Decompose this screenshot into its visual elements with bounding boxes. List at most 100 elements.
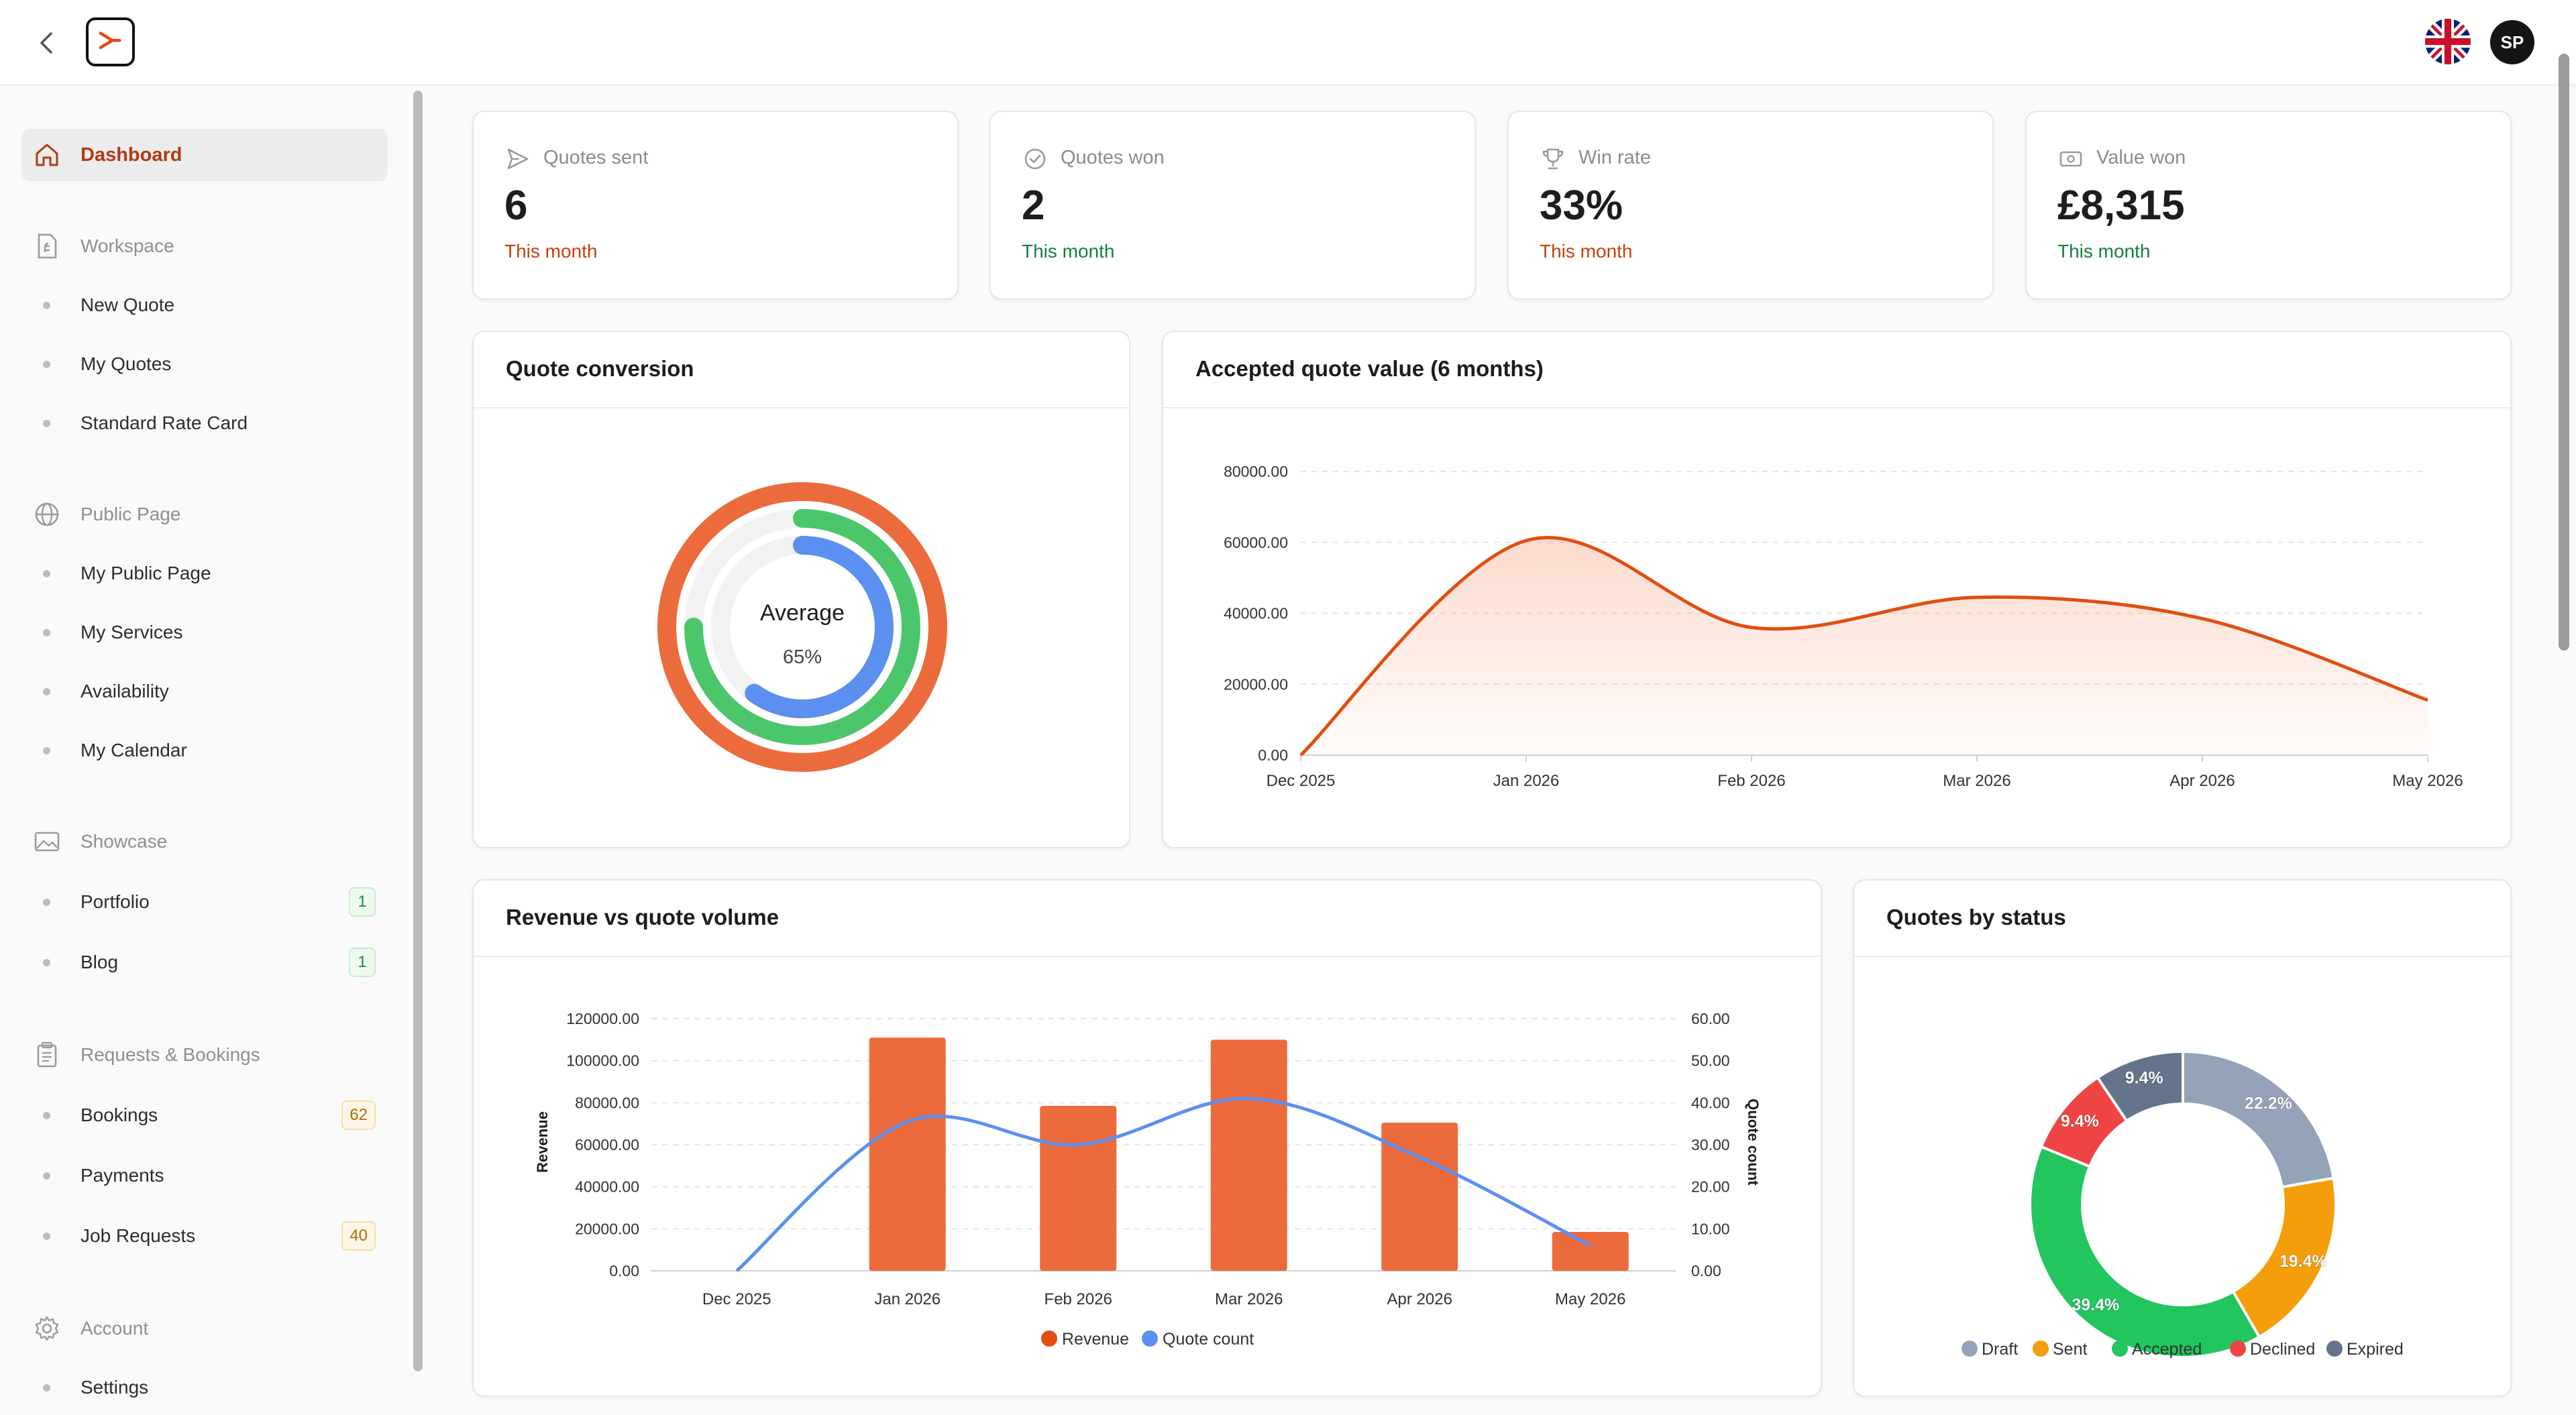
- chevron-left-icon[interactable]: [34, 30, 60, 56]
- slice-label: 9.4%: [2061, 1112, 2099, 1131]
- stat-period: This month: [2057, 241, 2151, 262]
- radial-center-value: 65%: [783, 646, 822, 668]
- card-title: Quote conversion: [506, 356, 694, 381]
- radial-ring-inner: [745, 536, 894, 718]
- sidebar-item-availability[interactable]: Availability: [0, 671, 389, 712]
- radial-ring-outer: [657, 482, 947, 772]
- sidebar-item-job-requests[interactable]: Job Requests 40: [0, 1216, 389, 1256]
- slice-label: 19.4%: [2279, 1252, 2327, 1271]
- legend-swatch: [2326, 1341, 2343, 1357]
- card-header: Revenue vs quote volume: [474, 881, 1821, 957]
- trophy-icon: [1542, 148, 1564, 170]
- slice-label: 39.4%: [2072, 1296, 2119, 1314]
- revenue-volume-card: Revenue vs quote volume 0.00 0.00 20000.00…: [472, 879, 1822, 1397]
- y2-tick-label: 60.00: [1691, 1010, 1730, 1027]
- sidebar-item-my-calendar[interactable]: My Calendar: [0, 730, 389, 771]
- y-tick-label: 40000.00: [1224, 605, 1288, 622]
- legend-swatch-revenue: [1041, 1331, 1057, 1347]
- revenue-bar: [1552, 1232, 1629, 1271]
- brand-logo-icon[interactable]: [86, 17, 135, 66]
- sidebar-item-label: My Quotes: [80, 353, 172, 374]
- sidebar-item-dashboard[interactable]: Dashboard: [0, 135, 389, 175]
- accepted-value-card: Accepted quote value (6 months) 0.00 2000…: [1162, 331, 2512, 848]
- sidebar-item-label: Blog: [80, 952, 119, 972]
- revenue-bar: [1210, 1039, 1287, 1271]
- sidebar-item-label: Availability: [80, 681, 169, 701]
- slice-label: 9.4%: [2125, 1069, 2163, 1088]
- sidebar-item-label: New Quote: [80, 294, 175, 315]
- sidebar-item-payments[interactable]: Payments: [0, 1155, 389, 1196]
- stat-period: This month: [1022, 241, 1115, 262]
- stat-card-quotes-sent: Quotes sent 6 This month: [472, 111, 959, 300]
- pie-slice-accepted: [2029, 1145, 2261, 1359]
- y-axis-label: Revenue: [534, 1111, 551, 1173]
- image-icon: [34, 832, 60, 852]
- bullet-dot: [43, 1232, 50, 1240]
- x-tick-label: Mar 2026: [1943, 772, 2010, 790]
- gear-icon: [35, 1316, 59, 1341]
- globe-icon: [35, 502, 59, 526]
- stat-period: This month: [504, 241, 598, 262]
- x-tick-label: Apr 2026: [2169, 772, 2235, 790]
- sidebar-item-blog[interactable]: Blog 1: [0, 942, 389, 982]
- legend-label: Draft: [1982, 1340, 2018, 1359]
- donut-chart: 22.2% 19.4% 39.4% 9.4% 9.4% Draft Sent Accepte…: [1962, 1050, 2404, 1359]
- stat-value: 2: [1022, 182, 1045, 229]
- sidebar-item-new-quote[interactable]: New Quote: [0, 285, 389, 325]
- slice-label: 22.2%: [2245, 1094, 2292, 1113]
- sidebar-item-standard-rate-card[interactable]: Standard Rate Card: [0, 403, 389, 443]
- quotes-by-status-card: Quotes by status 22.2% 19.4% 39.4% 9.4% 9.4%…: [1853, 879, 2512, 1397]
- sidebar-item-bookings[interactable]: Bookings 62: [0, 1095, 389, 1135]
- stat-value: 33%: [1540, 182, 1623, 229]
- sidebar-item-portfolio[interactable]: Portfolio 1: [0, 882, 389, 922]
- card-header: Quote conversion: [474, 332, 1129, 408]
- bullet-dot: [43, 1111, 50, 1119]
- legend-swatch-quote-count: [1142, 1331, 1158, 1347]
- sidebar-item-my-public-page[interactable]: My Public Page: [0, 553, 389, 593]
- uk-flag-icon[interactable]: [2425, 19, 2471, 64]
- sidebar-item-my-services[interactable]: My Services: [0, 612, 389, 653]
- y-tick-label: 60000.00: [575, 1136, 639, 1153]
- sidebar-item-my-quotes[interactable]: My Quotes: [0, 344, 389, 384]
- quote-count-line: [735, 1096, 1591, 1272]
- x-tick-label: Dec 2025: [702, 1290, 771, 1308]
- document-icon: [38, 233, 57, 259]
- x-tick-label: Feb 2026: [1044, 1290, 1112, 1308]
- legend-swatch: [1962, 1341, 1978, 1357]
- y-tick-label: 0.00: [1258, 746, 1288, 764]
- y-tick-label: 100000.00: [566, 1052, 639, 1070]
- x-tick-label: May 2026: [1555, 1290, 1625, 1308]
- stat-label: Win rate: [1578, 147, 1651, 168]
- y-tick-label: 0.00: [609, 1262, 639, 1280]
- send-icon: [507, 148, 529, 170]
- section-label: Requests & Bookings: [80, 1044, 260, 1065]
- legend: Revenue Quote count: [1041, 1330, 1254, 1349]
- count-badge: 40: [341, 1221, 376, 1251]
- sidebar-item-label: Portfolio: [80, 891, 150, 912]
- x-tick-label: Feb 2026: [1717, 772, 1785, 790]
- y-tick-label: 20000.00: [1224, 675, 1288, 693]
- pie-slice-expired: [2096, 1050, 2184, 1123]
- legend-label: Expired: [2347, 1340, 2404, 1359]
- sidebar: Dashboard Workspace New Quote My Quotes …: [0, 87, 416, 1415]
- sidebar-item-label: My Services: [80, 622, 183, 642]
- sidebar-item-label: Settings: [80, 1377, 149, 1398]
- revenue-bar: [1381, 1123, 1458, 1271]
- stat-period: This month: [1540, 241, 1633, 262]
- page-scrollbar[interactable]: [2559, 54, 2569, 650]
- sidebar-item-label: Standard Rate Card: [80, 412, 248, 433]
- bullet-dot: [43, 1383, 50, 1392]
- sidebar-item-settings[interactable]: Settings: [0, 1367, 389, 1408]
- y2-tick-label: 0.00: [1691, 1262, 1721, 1280]
- x-tick-label: Apr 2026: [1387, 1290, 1452, 1308]
- avatar[interactable]: SP: [2490, 20, 2534, 64]
- bullet-dot: [43, 898, 50, 906]
- stat-label: Value won: [2096, 147, 2186, 168]
- sidebar-item-label: Bookings: [80, 1105, 158, 1125]
- sidebar-scrollbar[interactable]: [413, 91, 423, 1371]
- sidebar-item-label: Payments: [80, 1165, 164, 1186]
- stat-value: 6: [504, 182, 528, 229]
- stat-label: Quotes sent: [543, 147, 649, 168]
- x-tick-label: May 2026: [2392, 772, 2463, 790]
